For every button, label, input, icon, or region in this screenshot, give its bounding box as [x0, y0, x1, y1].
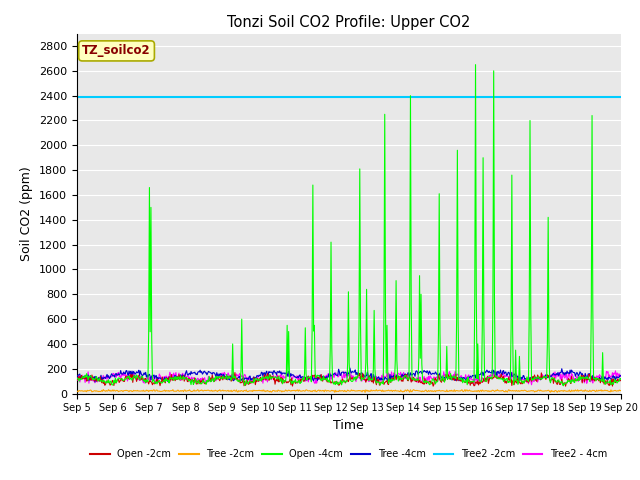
- Title: Tonzi Soil CO2 Profile: Upper CO2: Tonzi Soil CO2 Profile: Upper CO2: [227, 15, 470, 30]
- Legend: Open -2cm, Tree -2cm, Open -4cm, Tree -4cm, Tree2 -2cm, Tree2 - 4cm: Open -2cm, Tree -2cm, Open -4cm, Tree -4…: [86, 445, 611, 463]
- Y-axis label: Soil CO2 (ppm): Soil CO2 (ppm): [20, 166, 33, 261]
- Text: TZ_soilco2: TZ_soilco2: [82, 44, 151, 58]
- X-axis label: Time: Time: [333, 419, 364, 432]
